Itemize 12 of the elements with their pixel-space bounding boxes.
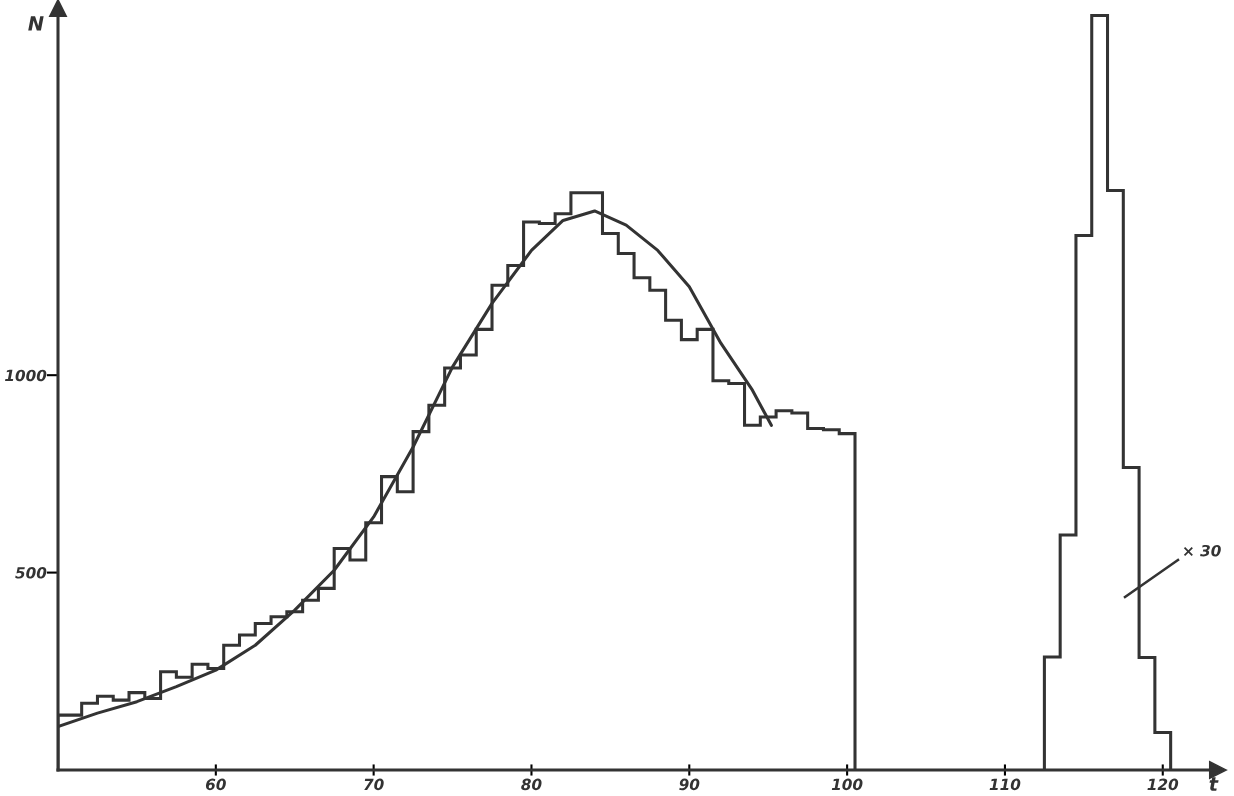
x-axis-title: t	[1209, 777, 1219, 791]
annotation: × 30	[1183, 544, 1221, 557]
x-tick-label: 90	[679, 778, 700, 791]
x-tick-label: 80	[521, 778, 542, 791]
y-tick-label: 1000	[5, 369, 47, 382]
y-axis-title: N	[28, 16, 44, 31]
x-tick-label: 120	[1147, 778, 1179, 791]
y-tick-label: 500	[15, 567, 47, 579]
x-tick-label: 110	[989, 778, 1021, 791]
x-tick-label: 100	[831, 778, 863, 791]
x-tick-label: 60	[205, 778, 226, 791]
x-tick-label: 70	[364, 778, 384, 791]
